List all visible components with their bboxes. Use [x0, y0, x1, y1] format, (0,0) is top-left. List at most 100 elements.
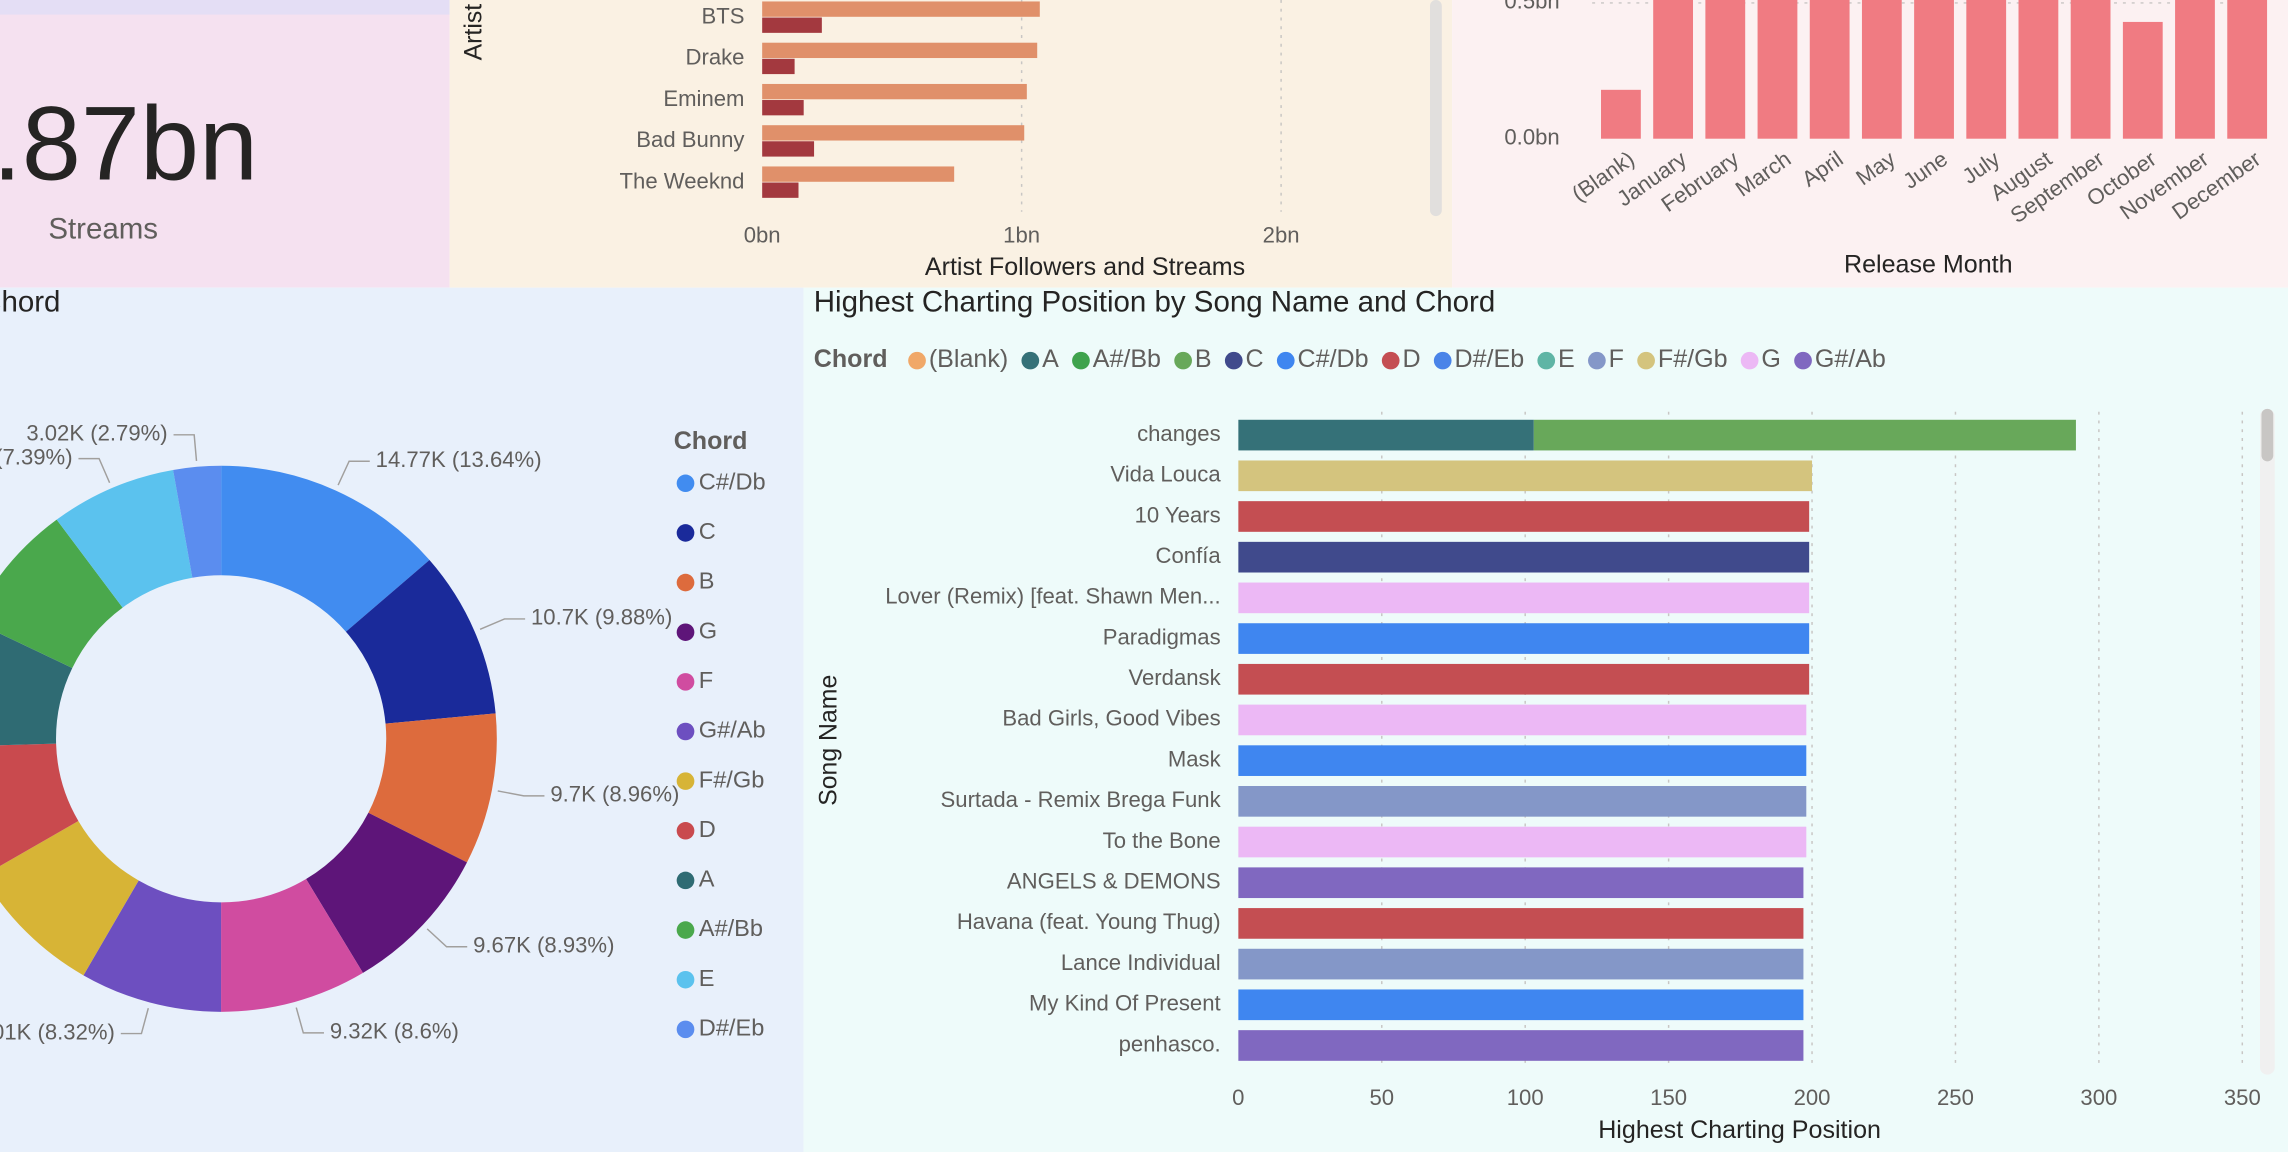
bar [2175, 0, 2215, 139]
legend-label: G [1761, 345, 1780, 373]
y-tick-label: To the Bone [1103, 828, 1221, 853]
legend-marker [676, 1020, 695, 1039]
bar [1914, 0, 1954, 139]
legend-marker [1588, 351, 1606, 370]
x-tick-label: 1bn [1003, 222, 1040, 247]
x-tick-label: 350 [2224, 1085, 2261, 1110]
legend-label: C#/Db [699, 469, 766, 495]
legend-label: C#/Db [1298, 345, 1369, 373]
legend-label: E [1558, 345, 1575, 373]
legend-marker [1740, 351, 1759, 370]
legend-label: C [1246, 345, 1264, 373]
x-axis-title: Highest Charting Position [1598, 1116, 1881, 1144]
bar [1966, 0, 2007, 139]
chart-title: Chord [0, 286, 60, 319]
bar [762, 166, 955, 182]
scrollbar-thumb[interactable] [2261, 408, 2274, 462]
bar [1757, 0, 1798, 139]
slice [368, 713, 497, 863]
bar-segment [1238, 623, 1810, 654]
y-tick-label: changes [1137, 421, 1221, 446]
legend-marker [676, 573, 695, 592]
slice [0, 633, 73, 746]
leader-line [479, 618, 526, 630]
bar [2018, 0, 2059, 139]
y-tick-label: Verdansk [1128, 665, 1221, 690]
bar [1601, 89, 1641, 139]
y-axis-title: Artist [459, 4, 487, 61]
y-tick-label: Paradigmas [1103, 624, 1221, 649]
data-label: 9.01K (8.32%) [0, 1019, 115, 1044]
leader-line [337, 460, 370, 486]
slice [173, 465, 222, 578]
x-tick-label: 2bn [1263, 222, 1300, 247]
legend-marker [676, 623, 695, 641]
leader-line [120, 1007, 150, 1035]
x-tick-label: 150 [1650, 1085, 1687, 1110]
legend-label: A#/Bb [1093, 345, 1161, 373]
legend-marker [1433, 351, 1452, 370]
bar [762, 125, 1025, 141]
bar-segment [1238, 826, 1807, 858]
y-tick-label: 0.5bn [1504, 0, 1559, 14]
kpi-panel [0, 0, 450, 288]
bar-segment [1238, 867, 1804, 899]
legend-marker [908, 351, 926, 370]
slice [0, 743, 79, 867]
legend-label: C [699, 518, 716, 544]
bar [1809, 0, 1850, 139]
legend-label: D [699, 816, 716, 842]
bar [762, 100, 804, 116]
legend-marker [1276, 351, 1295, 370]
bar-segment [1238, 745, 1807, 776]
x-axis-title: Artist Followers and Streams [925, 253, 1245, 281]
data-label: 10.7K (9.88%) [531, 605, 672, 630]
legend-label: G#/Ab [1815, 345, 1886, 373]
legend-label: G [699, 617, 717, 643]
scrollbar[interactable] [1430, 0, 1442, 217]
kpi-value: .87bn [0, 85, 258, 202]
legend-marker [1021, 351, 1040, 370]
legend-title: Chord [814, 345, 888, 373]
bar-segment [1238, 541, 1810, 573]
y-tick-label: Confía [1156, 543, 1222, 568]
y-tick-label: Drake [686, 45, 745, 70]
x-axis-title: Release Month [1844, 250, 2013, 278]
bar [2122, 21, 2163, 139]
y-tick-label: penhasco. [1119, 1031, 1221, 1056]
leader-line [173, 434, 198, 462]
y-axis-title: Song Name [815, 675, 843, 806]
data-label: 9.32K (8.6%) [330, 1019, 459, 1044]
y-tick-label: ANGELS & DEMONS [1007, 869, 1221, 894]
bar [762, 182, 799, 198]
legend-label: B [1195, 345, 1212, 373]
legend-marker [676, 673, 695, 691]
legend-marker [676, 772, 695, 790]
scrollbar-track[interactable] [2259, 408, 2275, 1075]
bar-segment [1238, 1030, 1804, 1061]
legend-label: A [699, 866, 715, 892]
data-label: 3.02K (2.79%) [26, 421, 167, 446]
y-tick-label: 10 Years [1135, 502, 1221, 527]
bar [762, 141, 815, 157]
bar-segment [1533, 419, 2076, 451]
bar-segment [1238, 460, 1813, 492]
kpi-label: Streams [48, 213, 158, 246]
bar [1705, 0, 1746, 139]
legend-marker [1381, 351, 1400, 370]
slice [345, 560, 496, 724]
x-tick-label: 0bn [744, 222, 781, 247]
x-tick-label: 300 [2080, 1085, 2117, 1110]
bar [762, 17, 822, 33]
bar-segment [1238, 908, 1804, 939]
bar [762, 83, 1027, 100]
y-tick-label: BTS [701, 3, 744, 28]
slice [221, 465, 430, 632]
legend-marker [1174, 351, 1192, 370]
y-tick-label: Bad Girls, Good Vibes [1002, 706, 1220, 731]
kpi-band [0, 0, 450, 15]
y-tick-label: The Weeknd [620, 168, 745, 193]
legend-marker [676, 871, 695, 890]
slice [306, 812, 467, 973]
